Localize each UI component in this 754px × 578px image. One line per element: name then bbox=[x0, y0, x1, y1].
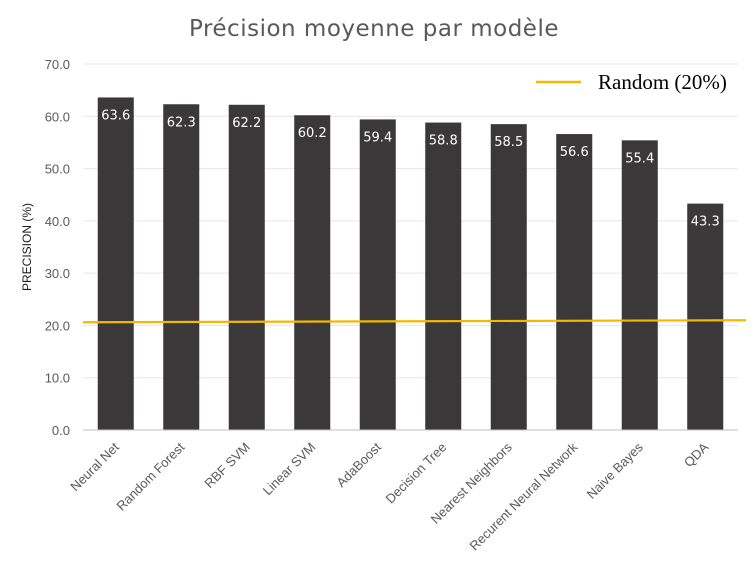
x-tick-label: Recurent Neural Network bbox=[467, 439, 581, 553]
bar bbox=[294, 115, 331, 431]
y-tick-label: 40.0 bbox=[45, 214, 70, 229]
data-label: 60.2 bbox=[298, 126, 327, 141]
bars: 63.6 62.3 62.2 60.2 59.4 58.8 58.5 56.6 55.4 43.3 bbox=[97, 97, 724, 431]
y-tick-label: 30.0 bbox=[45, 266, 70, 281]
bar bbox=[359, 119, 396, 431]
data-label: 43.3 bbox=[691, 215, 720, 230]
bar bbox=[163, 104, 200, 430]
legend-label: Random (20%) bbox=[598, 70, 727, 94]
random-reference-line bbox=[82, 319, 747, 324]
x-tick-label: Naive Bayes bbox=[584, 439, 647, 502]
chart-title: Précision moyenne par modèle bbox=[189, 16, 559, 42]
bar bbox=[425, 122, 462, 430]
x-tick-label: QDA bbox=[681, 439, 712, 470]
data-label: 62.3 bbox=[167, 115, 196, 130]
x-tick-label: Decision Tree bbox=[383, 440, 450, 507]
y-tick-label: 20.0 bbox=[45, 318, 70, 333]
bar bbox=[687, 203, 724, 430]
x-tick-label: RBF SVM bbox=[201, 440, 252, 491]
x-tick-label: Linear SVM bbox=[260, 440, 319, 499]
bar bbox=[556, 134, 593, 430]
y-tick-label: 50.0 bbox=[45, 162, 70, 177]
legend: Random (20%) bbox=[536, 70, 727, 94]
y-axis-ticks: 0.0 10.0 20.0 30.0 40.0 50.0 60.0 70.0 bbox=[45, 57, 70, 438]
data-label: 62.2 bbox=[232, 116, 261, 131]
y-tick-label: 10.0 bbox=[45, 371, 70, 386]
bar bbox=[228, 104, 265, 430]
data-label: 58.8 bbox=[429, 134, 458, 149]
data-label: 55.4 bbox=[625, 151, 654, 166]
y-axis-label: PRECISION (%) bbox=[20, 203, 34, 291]
bar bbox=[97, 97, 134, 430]
x-tick-label: Random Forest bbox=[113, 439, 187, 513]
x-tick-label: Neural Net bbox=[67, 439, 122, 494]
x-tick-label: AdaBoost bbox=[333, 439, 384, 490]
data-label: 59.4 bbox=[363, 130, 392, 145]
data-label: 56.6 bbox=[560, 145, 589, 160]
bar bbox=[621, 140, 658, 430]
bar bbox=[490, 124, 527, 430]
y-tick-label: 70.0 bbox=[45, 57, 70, 72]
y-tick-label: 60.0 bbox=[45, 109, 70, 124]
y-tick-label: 0.0 bbox=[52, 423, 70, 438]
data-label: 58.5 bbox=[494, 135, 523, 150]
data-label: 63.6 bbox=[101, 108, 130, 123]
